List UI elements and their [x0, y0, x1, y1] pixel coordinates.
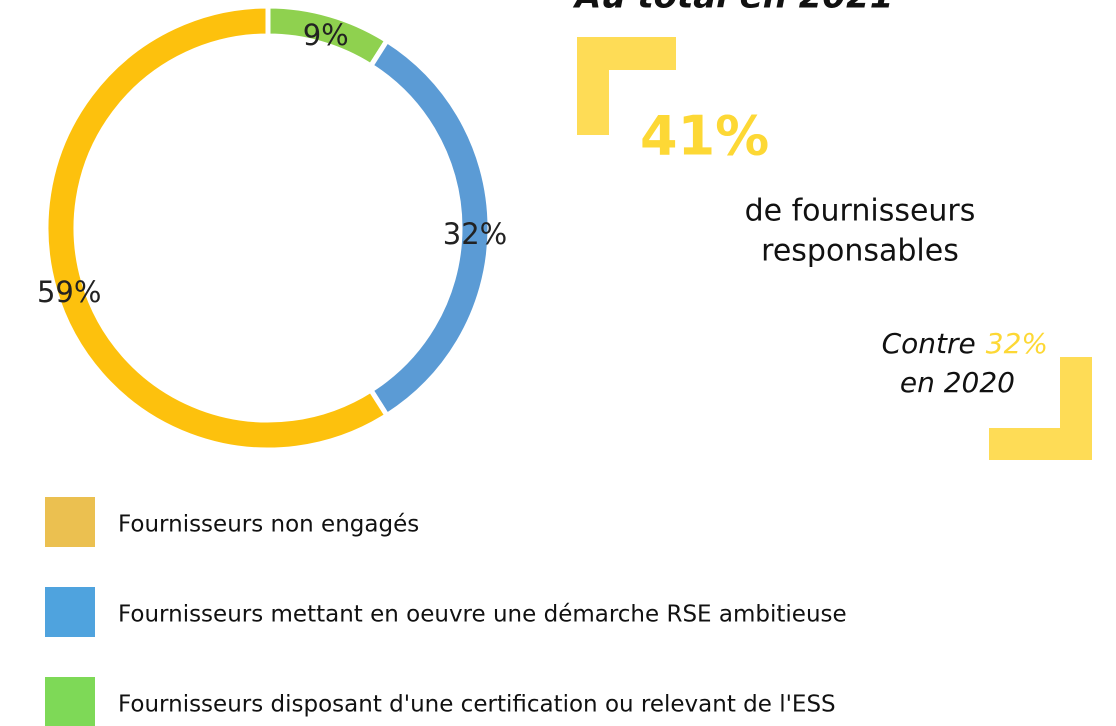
donut-segment	[43, 3, 391, 453]
comparison-year: en 2020	[900, 366, 1015, 399]
data-label: 59%	[37, 275, 101, 309]
callout-line: responsables	[761, 234, 959, 269]
comparison-value: 32%	[986, 327, 1048, 360]
bracket-top	[577, 37, 676, 135]
legend-label: Fournisseurs non engagés	[118, 512, 419, 538]
comparison-word: Contre	[882, 327, 976, 360]
headline: 41%	[640, 105, 769, 168]
data-label: 32%	[443, 217, 507, 251]
legend-swatch	[45, 497, 95, 547]
legend-swatch	[45, 587, 95, 637]
data-label: 9%	[303, 18, 349, 52]
legend-label: Fournisseurs mettant en oeuvre une démar…	[118, 602, 847, 628]
chart-title: Au total en 2021	[572, 0, 893, 17]
comparison: Contre 32%	[882, 327, 1048, 360]
callout-line: de fournisseurs	[745, 194, 976, 229]
bracket-bottom	[989, 357, 1092, 460]
legend-label: Fournisseurs disposant d'une certificati…	[118, 692, 836, 718]
legend-swatch	[45, 677, 95, 726]
